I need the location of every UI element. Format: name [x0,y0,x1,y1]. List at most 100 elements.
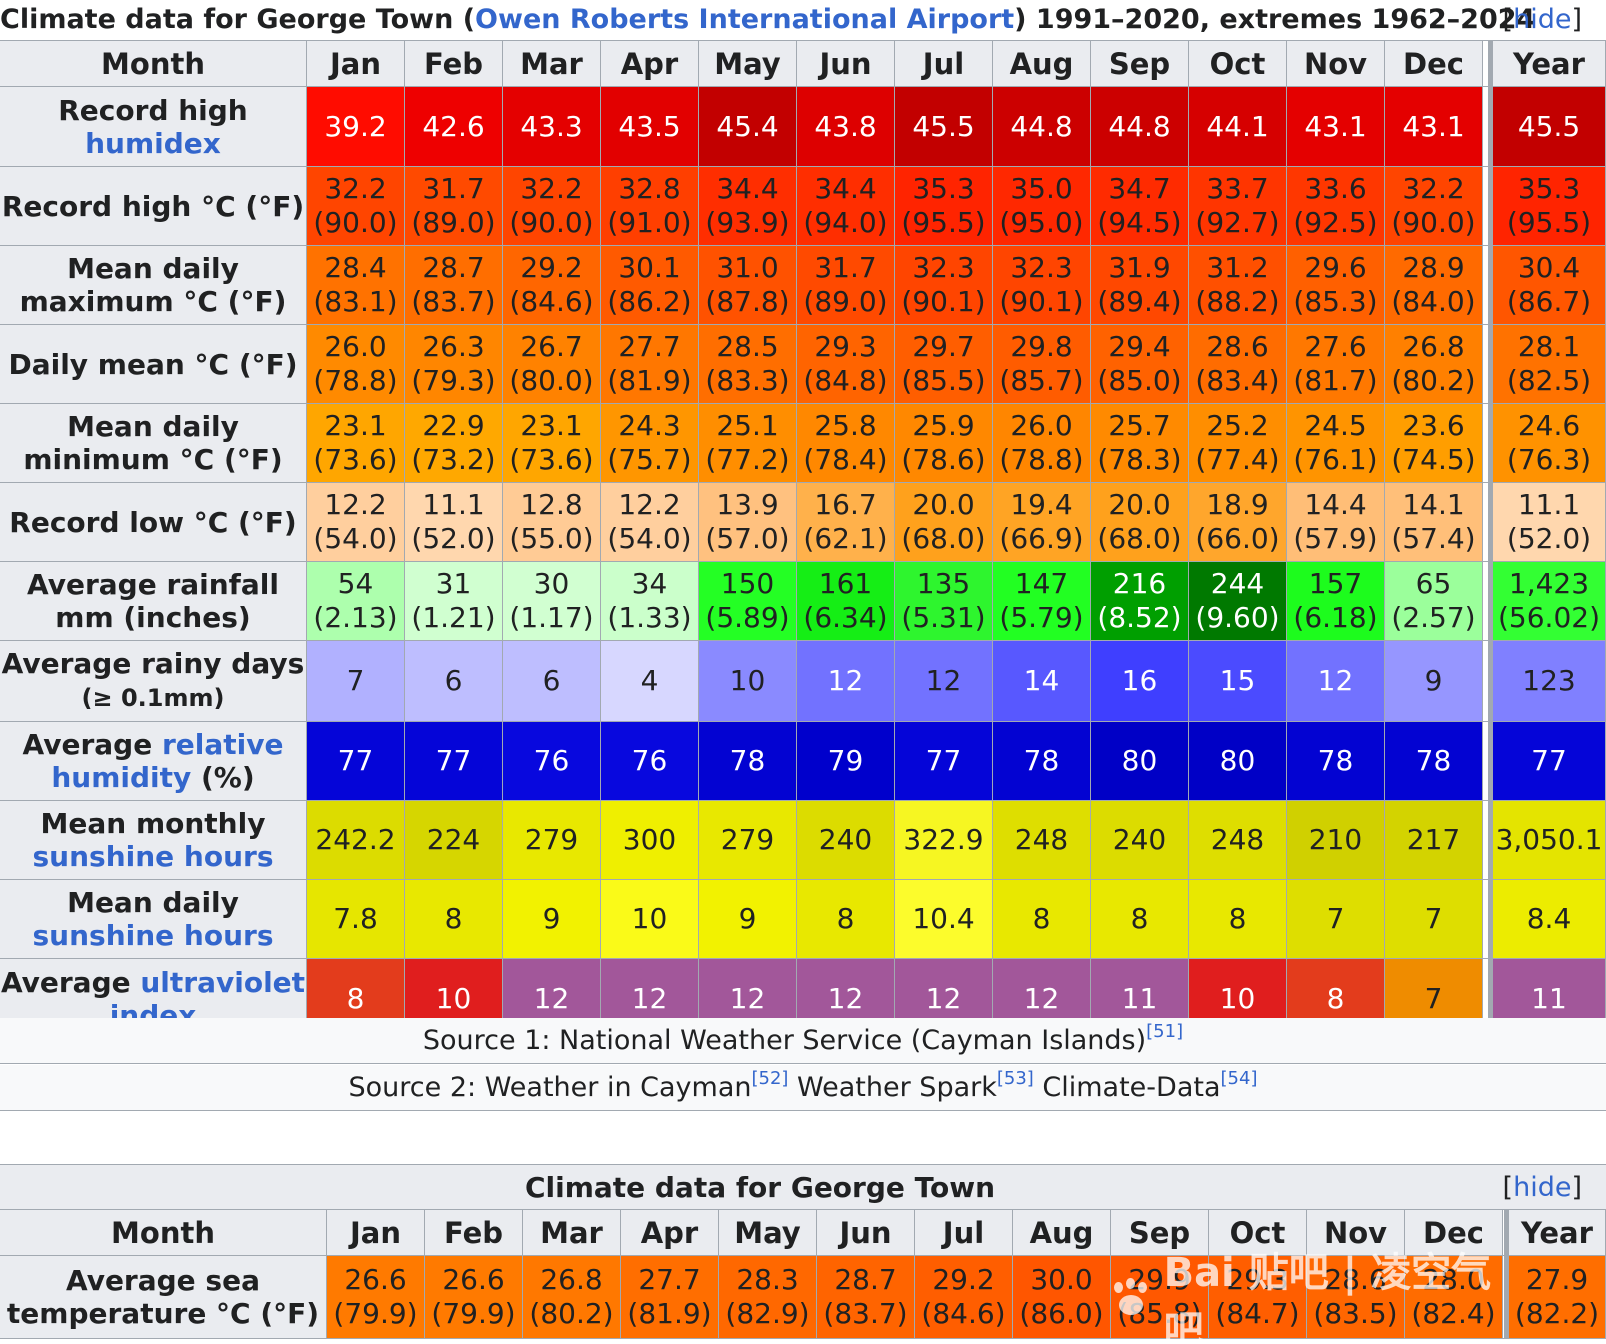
value-secondary: (84.7) [1215,1297,1300,1330]
value-secondary: (57.4) [1391,522,1476,555]
value-cell-sep: 8 [1091,880,1189,958]
header-row: Month Jan Feb Mar Apr May Jun Jul Aug Sep Oct Nov De… [0,41,1606,87]
value-primary: 248 [1210,823,1265,856]
value-cell-apr: 34 (1.33) [601,562,699,640]
row-label-link[interactable]: sunshine hours [32,919,274,952]
value-primary: 29.3 [1226,1263,1289,1296]
value-cell-jun: 240 [797,801,895,879]
value-cell-jan: 242.2 [307,801,405,879]
source-2-ref-b[interactable]: [53] [996,1068,1034,1089]
row-label-text: Mean daily [67,252,239,285]
value-secondary: (2.13) [313,601,398,634]
value-primary: 11.1 [1517,488,1581,521]
value-primary: 217 [1406,823,1461,856]
value-primary: 27.6 [1304,330,1367,363]
value-primary: 12 [631,981,668,1015]
row-label-link[interactable]: ultraviolet [140,965,306,999]
value-primary: 28.4 [324,251,387,284]
value-cell-jan: 12.2 (54.0) [307,483,405,561]
value-primary: 35.3 [912,172,975,205]
value-primary: 45.5 [912,109,975,143]
data-row: Mean monthly sunshine hours 242.2 224 279 300… [0,801,1606,880]
value-cell-jan: 26.0 (78.8) [307,325,405,403]
row-label: Average relative humidity (%) [0,722,307,800]
value-primary: 15 [1219,664,1256,697]
value-cell-may: 45.4 [699,87,797,166]
value-cell-mar: 6 [503,641,601,721]
value-cell-jun: 161 (6.34) [797,562,895,640]
row-label-link[interactable]: humidex [85,126,221,160]
row-label-link[interactable]: sunshine hours [32,840,274,873]
value-cell-jul: 322.9 [895,801,993,879]
value-primary: 32.2 [1402,172,1465,205]
value-cell-jul: 29.7 (85.5) [895,325,993,403]
value-primary: 12.2 [618,488,681,521]
month-header-jul: Jul [915,1210,1013,1255]
value-primary: 19.4 [1010,488,1073,521]
row-label: Average rainy days (≥ 0.1mm) [0,641,307,721]
value-primary: 45.5 [1517,109,1581,143]
value-primary: 43.8 [814,109,877,143]
value-primary: 42.6 [422,109,485,143]
value-secondary: (91.0) [607,206,692,239]
row-label: Record low °C (°F) [0,483,307,561]
value-cell-feb: 26.3 (79.3) [405,325,503,403]
value-cell-may: 28.5 (83.3) [699,325,797,403]
value-cell-oct: 33.7 (92.7) [1189,167,1287,245]
value-secondary: (6.34) [803,601,888,634]
month-header-jan: Jan [307,41,405,86]
month-header-jun: Jun [797,41,895,86]
value-cell-oct: 15 [1189,641,1287,721]
value-cell-oct: 31.2 (88.2) [1189,246,1287,324]
value-primary: 4 [640,664,659,697]
value-secondary: (80.0) [509,364,594,397]
value-secondary: (77.4) [1195,443,1280,476]
value-primary: 77 [925,744,962,777]
airport-link[interactable]: Owen Roberts International Airport [475,4,1015,35]
value-primary: 7 [346,664,365,697]
caption-suffix: ) 1991–2020, extremes 1962–2024 [1014,4,1536,35]
row-label-link[interactable]: relative [161,728,284,761]
value-primary: 77 [1531,744,1567,777]
value-cell-jul: 12 [895,641,993,721]
month-header-apr: Apr [601,41,699,86]
data-row: Mean daily minimum °C (°F) 23.1 (73.6) 22.9(… [0,404,1606,483]
value-cell-sep: 31.9 (89.4) [1091,246,1189,324]
hide-toggle-1: [hide] [1502,4,1582,35]
row-label-text: minimum °C (°F) [23,443,283,476]
month-header-feb: Feb [405,41,503,86]
value-cell-feb: 31 (1.21) [405,562,503,640]
value-primary: 34.7 [1108,172,1171,205]
value-cell-mar: 26.7 (80.0) [503,325,601,403]
value-primary: 7 [1326,902,1345,935]
value-cell-oct: 18.9 (66.0) [1189,483,1287,561]
value-secondary: (90.1) [999,285,1084,318]
value-cell-aug: 35.0 (95.0) [993,167,1091,245]
source-1-ref[interactable]: [51] [1146,1021,1184,1042]
value-cell-jul: 32.3 (90.1) [895,246,993,324]
value-cell-may: 25.1 (77.2) [699,404,797,482]
value-secondary: (6.18) [1293,601,1378,634]
value-primary: 31.2 [1206,251,1269,284]
row-label-text: Average rainfall [27,568,279,601]
hide-link-1[interactable]: hide [1513,4,1572,35]
value-primary: 35.3 [1517,172,1581,205]
row-label-link[interactable]: humidity [51,761,192,794]
source-2-ref-c[interactable]: [54] [1220,1068,1258,1089]
value-primary: 300 [622,823,677,856]
value-secondary: (54.0) [607,522,692,555]
value-cell-oct: 248 [1189,801,1287,879]
source-2-ref-a[interactable]: [52] [751,1068,789,1089]
value-primary: 29.2 [932,1263,995,1296]
value-primary: 43.1 [1304,109,1367,143]
value-primary: 157 [1308,567,1363,600]
value-primary: 26.7 [520,330,583,363]
value-primary: 28.7 [834,1263,897,1296]
value-primary: 31.7 [814,251,877,284]
month-header-year: Year [1504,1210,1606,1255]
hide-link-2[interactable]: hide [1513,1172,1572,1203]
value-secondary: (79.9) [431,1297,516,1330]
value-primary: 135 [916,567,971,600]
value-primary: 12 [925,664,962,697]
value-primary: 78 [1317,744,1354,777]
